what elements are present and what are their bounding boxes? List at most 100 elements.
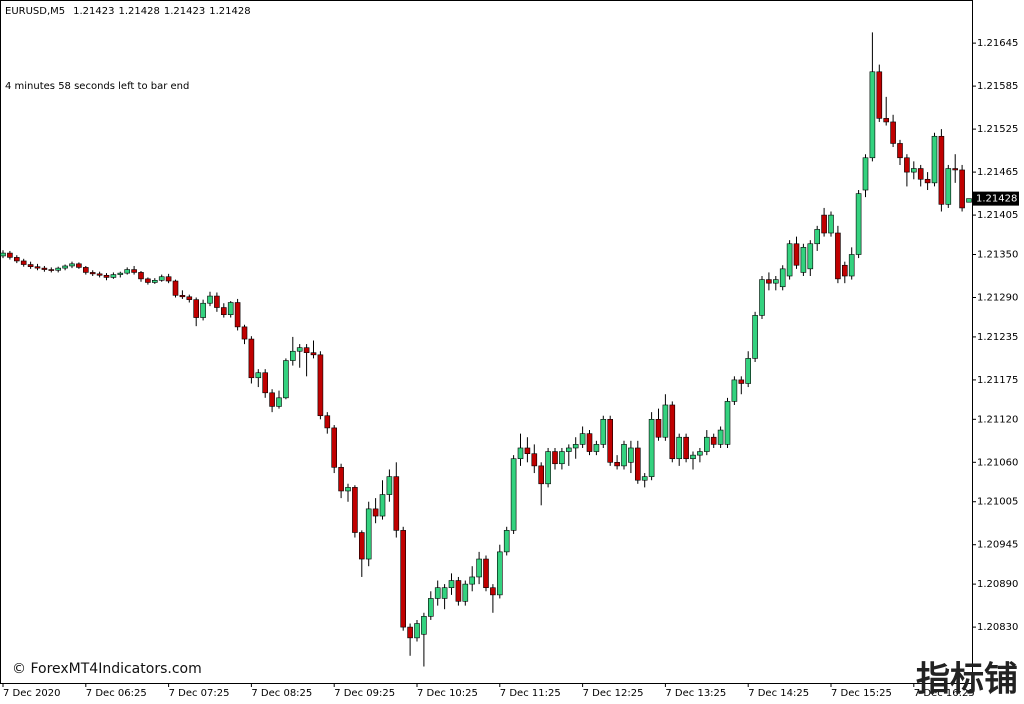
y-tick-label: 1.21585 bbox=[977, 81, 1018, 92]
candle-body bbox=[634, 447, 641, 481]
x-tick-label: 7 Dec 06:25 bbox=[86, 688, 147, 699]
candle-body bbox=[510, 458, 517, 531]
candle-body bbox=[966, 198, 972, 203]
header-ohlc: 1.21423 bbox=[73, 6, 114, 17]
candle-body bbox=[924, 178, 931, 184]
candle-body bbox=[841, 264, 848, 277]
y-tick-label: 1.20890 bbox=[977, 579, 1018, 590]
candle-body bbox=[276, 397, 282, 407]
candle-body bbox=[821, 214, 827, 234]
candle-body bbox=[234, 302, 241, 328]
y-tick-label: 1.20945 bbox=[977, 540, 1018, 551]
candle-body bbox=[862, 157, 869, 191]
header-ohlc: 1.21423 bbox=[164, 6, 205, 17]
candle-body bbox=[393, 476, 400, 531]
price-label-bg bbox=[973, 191, 1019, 206]
candle-body bbox=[745, 358, 752, 384]
candle-body bbox=[559, 451, 565, 465]
candle-body bbox=[752, 315, 758, 359]
y-tick-label: 1.21350 bbox=[977, 250, 1018, 261]
candle-body bbox=[952, 168, 959, 171]
candle-body bbox=[731, 379, 738, 402]
candle-body bbox=[835, 232, 841, 280]
x-tick-label: 7 Dec 11:25 bbox=[500, 688, 561, 699]
candle-body bbox=[869, 71, 876, 159]
candle-body bbox=[807, 243, 814, 270]
annotation: 4 minutes 58 seconds left to bar end bbox=[5, 81, 189, 92]
candle-body bbox=[524, 447, 531, 455]
candle-body bbox=[607, 419, 614, 463]
candle-body bbox=[427, 598, 434, 617]
x-tick-label: 7 Dec 12:25 bbox=[583, 688, 644, 699]
candle-body bbox=[255, 372, 262, 379]
candle-body bbox=[552, 451, 558, 465]
y-tick-label: 1.21120 bbox=[977, 414, 1018, 425]
candle-body bbox=[669, 404, 676, 460]
candle-body bbox=[227, 302, 234, 315]
x-tick-label: 7 Dec 16:25 bbox=[914, 688, 975, 699]
candle-body bbox=[441, 587, 448, 599]
candle-body bbox=[386, 476, 393, 495]
y-tick-label: 1.21060 bbox=[977, 457, 1018, 468]
candle-body bbox=[331, 427, 338, 468]
candle-body bbox=[579, 433, 586, 445]
candle-body bbox=[469, 576, 476, 585]
x-tick-label: 7 Dec 14:25 bbox=[748, 688, 809, 699]
current-price: 1.21428 bbox=[976, 194, 1017, 205]
candle-body bbox=[96, 273, 103, 276]
candle-body bbox=[628, 447, 634, 463]
y-tick-label: 1.21005 bbox=[977, 497, 1018, 508]
y-tick-label: 1.21525 bbox=[977, 124, 1018, 135]
candle-body bbox=[193, 299, 199, 318]
candle-body bbox=[0, 252, 6, 257]
y-tick-label: 1.21405 bbox=[977, 210, 1018, 221]
candle-body bbox=[76, 263, 82, 268]
candle-body bbox=[904, 157, 910, 173]
candle-body bbox=[876, 71, 883, 119]
candle-body bbox=[7, 252, 13, 258]
candle-body bbox=[483, 558, 489, 588]
candle-body bbox=[186, 296, 193, 300]
candle-body bbox=[41, 267, 48, 270]
candle-body bbox=[296, 347, 303, 352]
candle-body bbox=[490, 587, 496, 596]
candle-body bbox=[890, 121, 896, 144]
candle-body bbox=[703, 436, 710, 452]
candle-body bbox=[910, 168, 917, 173]
candle-body bbox=[338, 467, 344, 492]
candle-body bbox=[400, 530, 407, 628]
x-tick-label: 7 Dec 15:25 bbox=[831, 688, 892, 699]
candle-body bbox=[724, 401, 731, 445]
candle-body bbox=[938, 135, 945, 205]
candle-body bbox=[158, 276, 165, 281]
candle-body bbox=[655, 419, 662, 438]
candle-body bbox=[897, 143, 903, 159]
x-tick-label: 7 Dec 07:25 bbox=[169, 688, 230, 699]
candle-body bbox=[565, 447, 572, 452]
candle-body bbox=[83, 267, 89, 273]
candle-body bbox=[848, 254, 855, 277]
candle-body bbox=[786, 243, 793, 277]
y-tick-label: 1.20830 bbox=[977, 622, 1018, 633]
candle-body bbox=[676, 436, 683, 460]
candle-body bbox=[207, 295, 213, 304]
candle-body bbox=[538, 465, 545, 485]
y-tick-label: 1.21175 bbox=[977, 375, 1018, 386]
candle-body bbox=[759, 279, 765, 316]
candle-body bbox=[572, 444, 579, 449]
candle-body bbox=[200, 302, 206, 318]
candle-body bbox=[793, 243, 800, 266]
candle-body bbox=[828, 214, 834, 234]
candle-body bbox=[434, 587, 441, 599]
candle-body bbox=[855, 193, 862, 255]
candle-body bbox=[814, 229, 821, 245]
candle-body bbox=[545, 451, 551, 485]
candle-body bbox=[379, 494, 386, 517]
candle-body bbox=[800, 247, 807, 273]
x-tick-label: 7 Dec 08:25 bbox=[251, 688, 312, 699]
candle-body bbox=[89, 272, 96, 275]
header-ohlc: 1.21428 bbox=[209, 6, 250, 17]
candle-body bbox=[103, 274, 110, 278]
